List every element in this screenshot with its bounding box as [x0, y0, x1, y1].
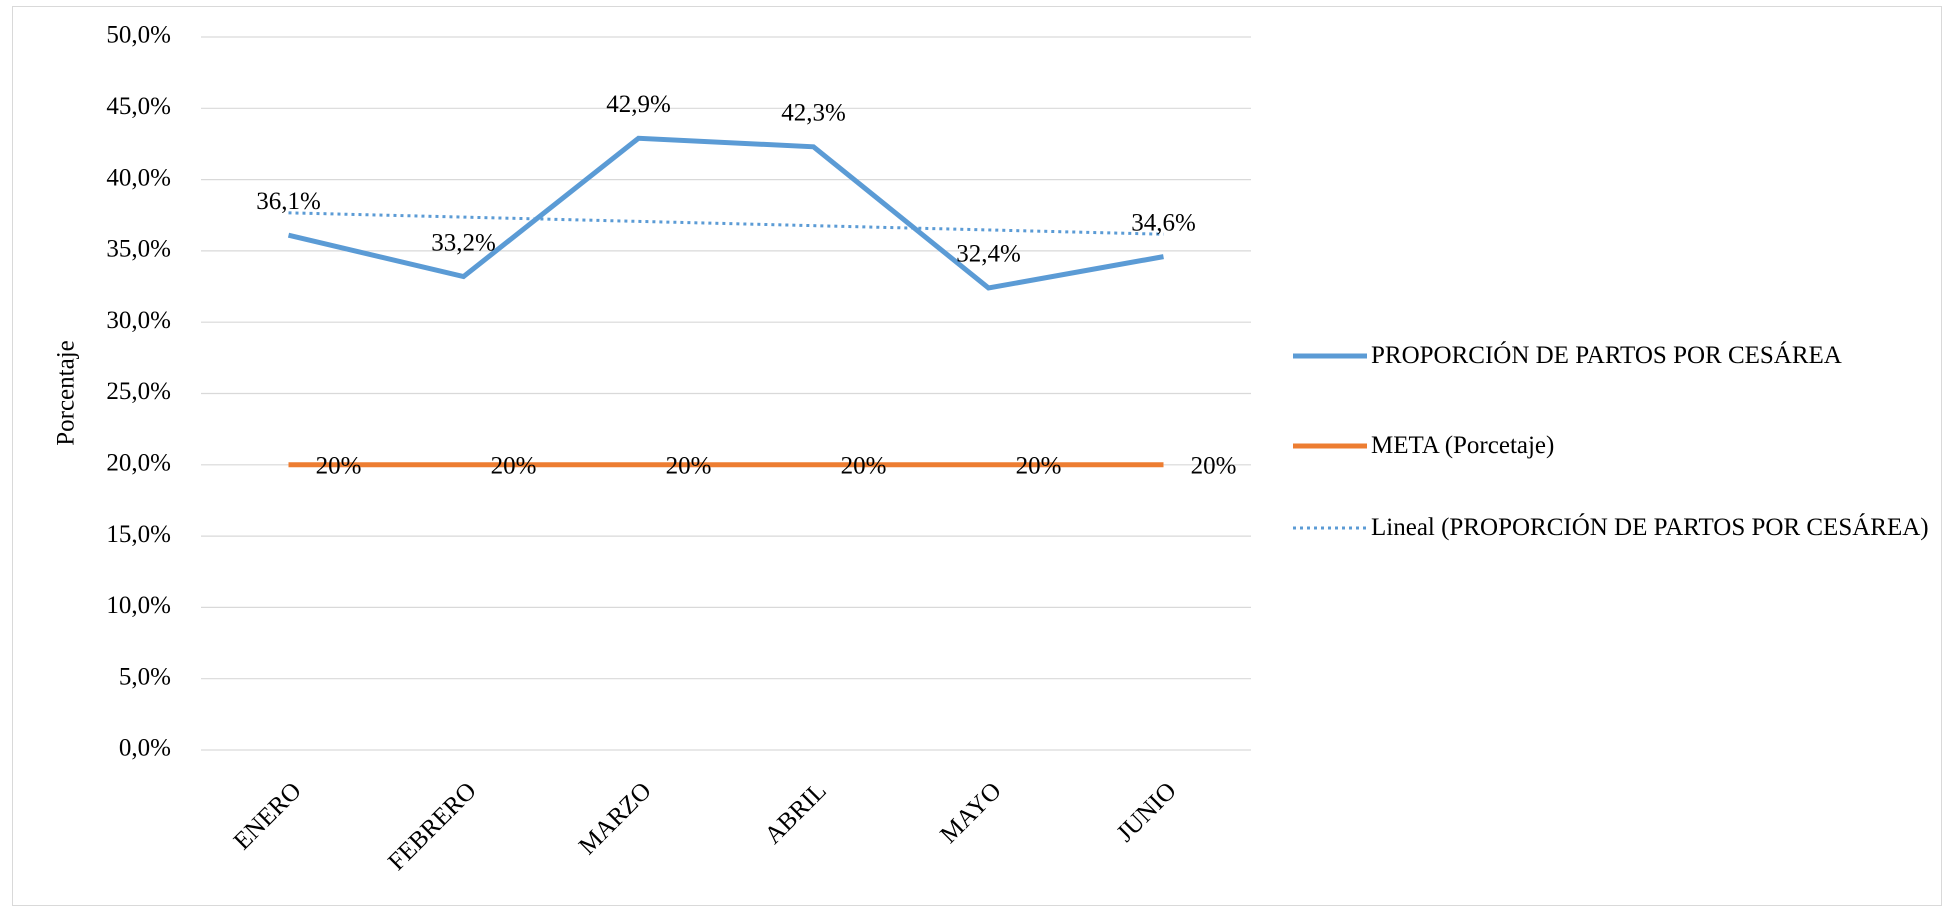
data-label: 20% [491, 453, 537, 480]
data-label: 32,4% [956, 241, 1021, 268]
data-label: 36,1% [256, 188, 321, 215]
y-tick-label: 30,0% [106, 307, 171, 334]
data-label: 20% [1016, 453, 1062, 480]
x-tick-label: ENERO [229, 777, 307, 855]
y-tick-label: 10,0% [106, 592, 171, 619]
y-tick-label: 45,0% [106, 93, 171, 120]
x-tick-label: JUNIO [1112, 777, 1182, 847]
y-axis-title: Porcentaje [53, 340, 80, 446]
y-tick-label: 40,0% [106, 164, 171, 191]
data-label: 33,2% [431, 229, 496, 256]
data-label: 42,9% [606, 91, 671, 118]
y-tick-label: 20,0% [106, 450, 171, 477]
x-tick-label: MAYO [935, 777, 1006, 848]
y-tick-label: 50,0% [106, 22, 171, 49]
data-label: 20% [666, 453, 712, 480]
trend-line [288, 211, 1164, 236]
legend-label: PROPORCIÓN DE PARTOS POR CESÁREA [1371, 342, 1842, 369]
y-tick-label: 0,0% [119, 735, 171, 762]
x-tick-label: FEBRERO [383, 777, 482, 876]
y-tick-label: 15,0% [106, 521, 171, 548]
series-line [287, 135, 1164, 291]
data-label: 42,3% [781, 100, 846, 127]
data-label: 20% [316, 453, 362, 480]
data-label: 20% [1191, 453, 1237, 480]
data-label: 20% [841, 453, 887, 480]
chart-frame [12, 6, 1942, 906]
y-tick-label: 5,0% [119, 663, 171, 690]
x-tick-label: MARZO [574, 777, 657, 860]
x-tick-label: ABRIL [760, 777, 832, 849]
legend-label: META (Porcetaje) [1371, 432, 1555, 459]
legend-label: Lineal (PROPORCIÓN DE PARTOS POR CESÁREA… [1371, 514, 1929, 541]
y-tick-label: 25,0% [106, 378, 171, 405]
y-tick-label: 35,0% [106, 236, 171, 263]
data-label: 34,6% [1131, 209, 1196, 236]
